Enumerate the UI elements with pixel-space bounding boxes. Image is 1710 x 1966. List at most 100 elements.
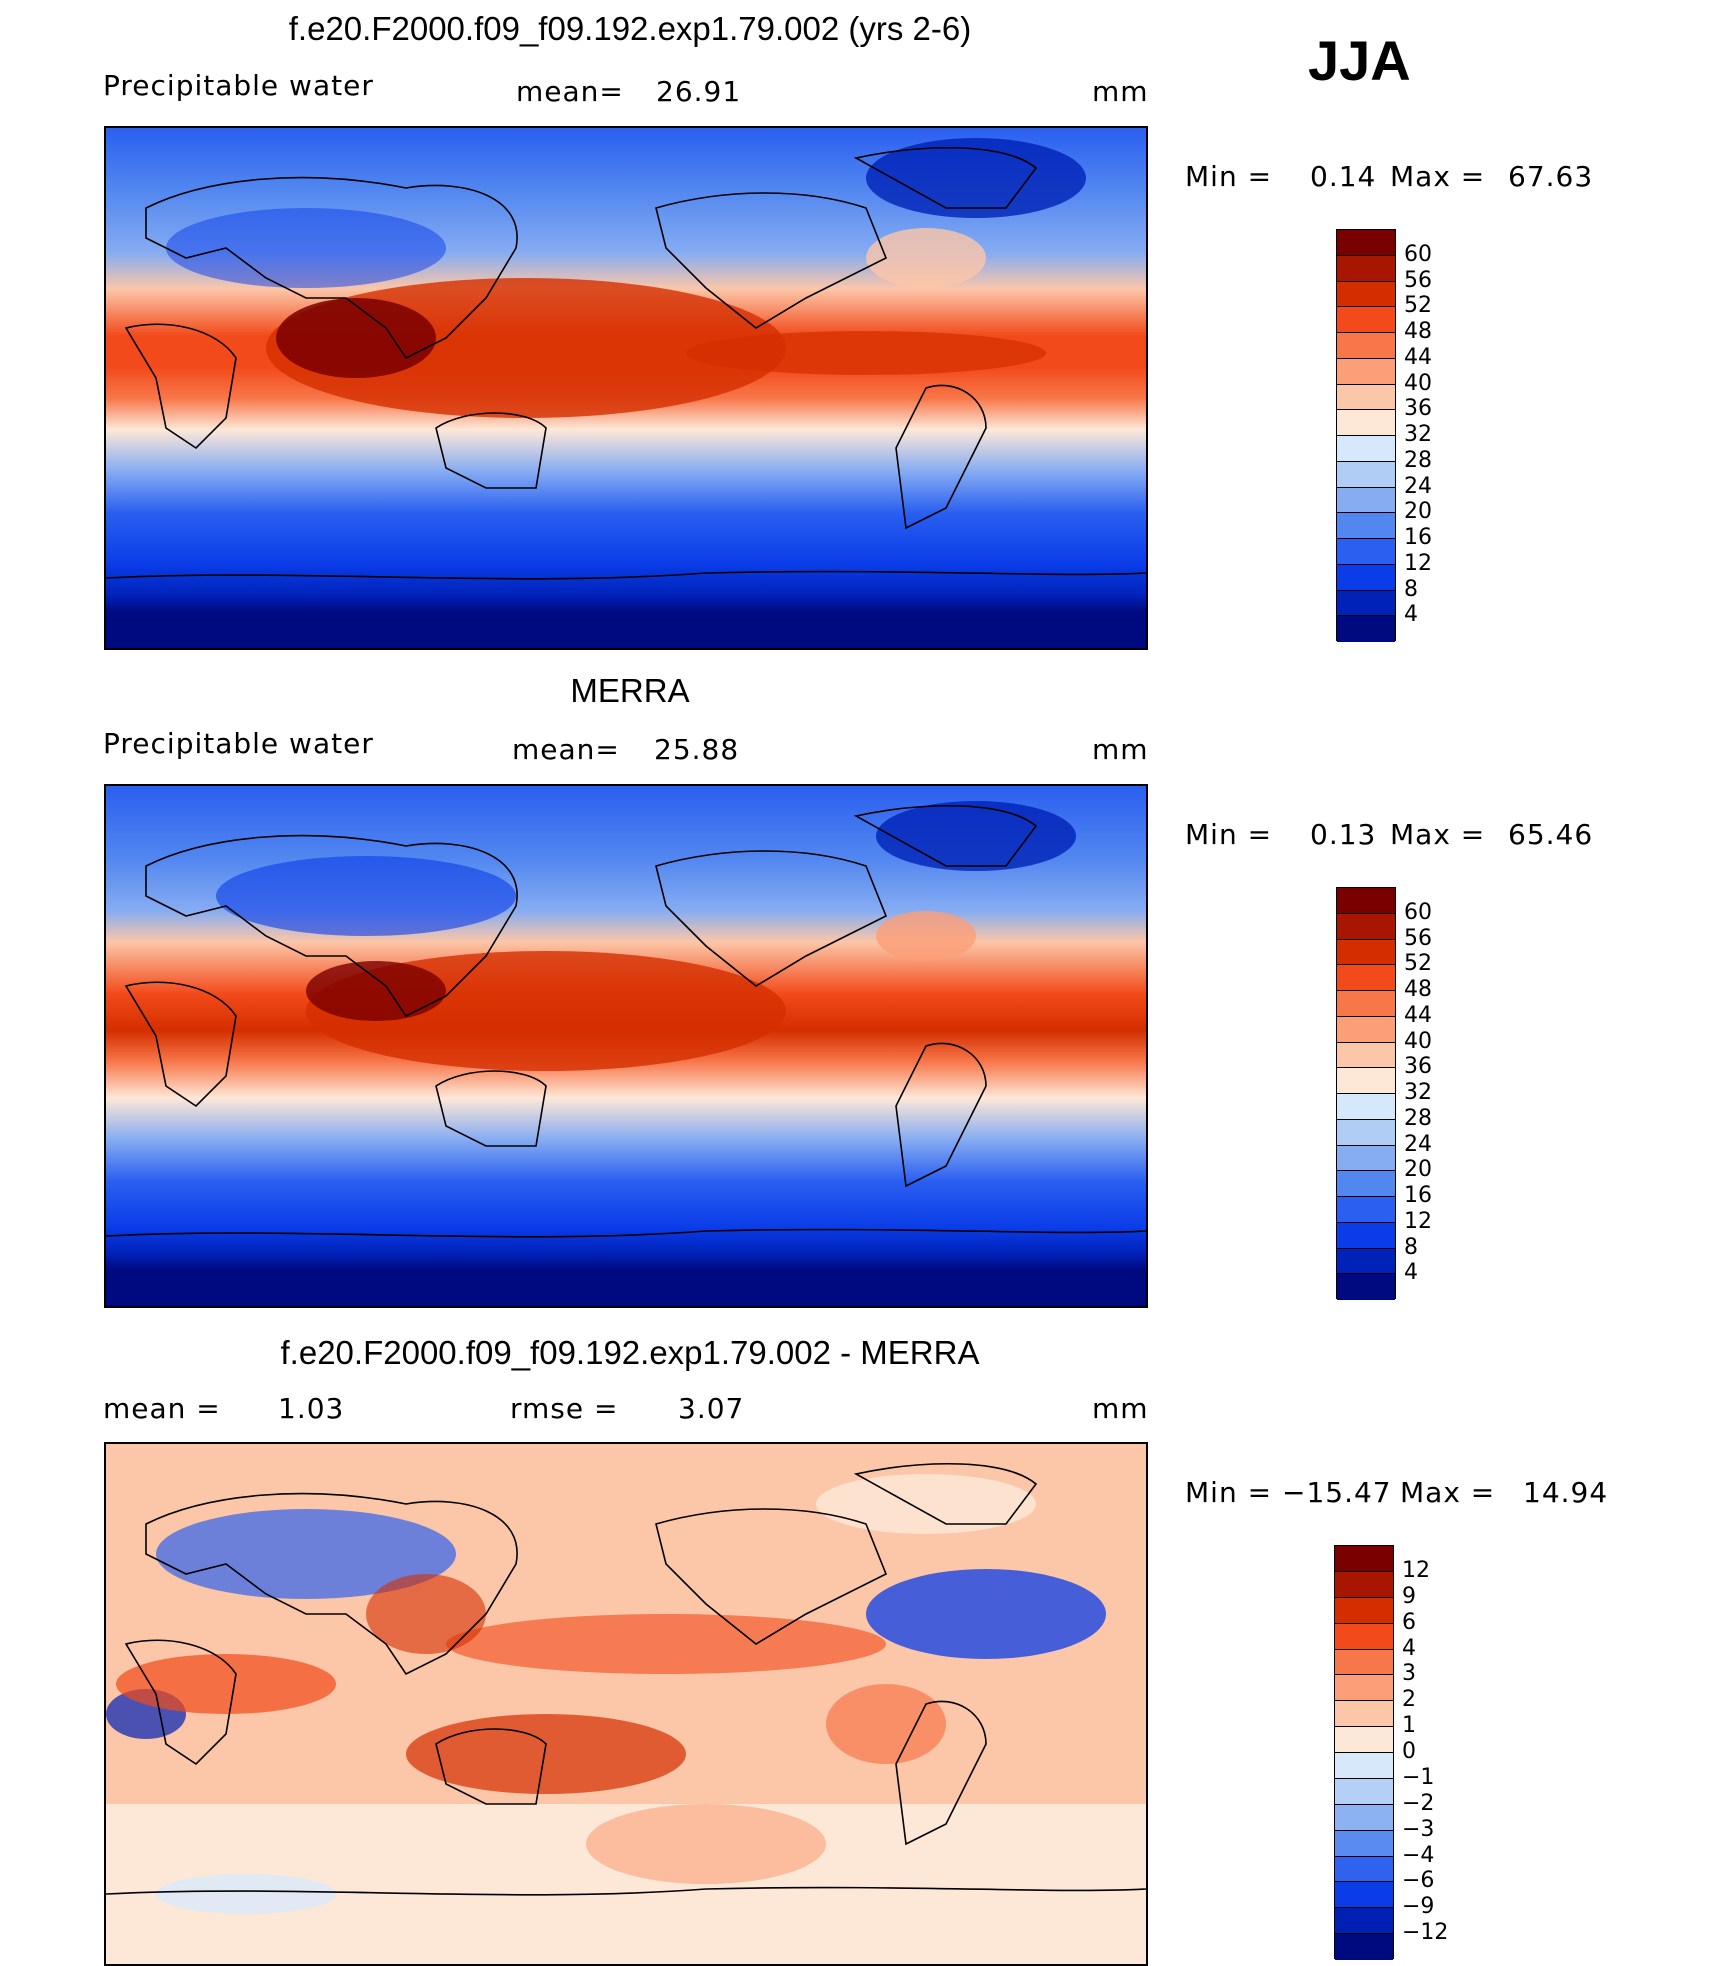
colorbar-swatch: [1337, 384, 1395, 411]
colorbar-tick-label: 1: [1402, 1713, 1416, 1739]
colorbar-swatch: [1335, 1546, 1393, 1572]
colorbar-swatch: [1337, 1016, 1395, 1043]
panel3-colorbar: [1334, 1545, 1394, 1960]
panel3-rmse-value: 3.07: [678, 1392, 745, 1425]
colorbar-swatch: [1337, 1197, 1395, 1223]
colorbar-tick-label: 44: [1404, 344, 1432, 370]
colorbar-swatch: [1337, 939, 1395, 966]
panel3-min-value: −15.47: [1282, 1476, 1392, 1509]
panel1-colorbar: [1336, 229, 1396, 642]
colorbar-tick-label: 4: [1402, 1635, 1416, 1661]
season-label: JJA: [1308, 29, 1411, 92]
colorbar-tick-label: 48: [1404, 977, 1432, 1002]
colorbar-swatch: [1335, 1727, 1393, 1753]
colorbar-tick-label: 24: [1404, 473, 1432, 499]
panel3-mean-label: mean =: [103, 1392, 221, 1425]
colorbar-swatch: [1335, 1597, 1393, 1624]
colorbar-tick-label: −4: [1402, 1842, 1435, 1868]
colorbar-tick-label: 0: [1402, 1739, 1416, 1764]
colorbar-swatch: [1337, 888, 1395, 914]
colorbar-tick-label: 52: [1404, 951, 1432, 977]
colorbar-swatch: [1337, 991, 1395, 1017]
colorbar-swatch: [1337, 333, 1395, 359]
colorbar-tick-label: 8: [1404, 1234, 1418, 1260]
colorbar-swatch: [1337, 1119, 1395, 1146]
panel2-max-label: Max =: [1390, 818, 1486, 851]
panel1-max-value: 67.63: [1508, 160, 1594, 193]
panel3-units: mm: [1092, 1392, 1149, 1425]
colorbar-tick-label: −1: [1402, 1764, 1435, 1790]
colorbar-swatch: [1337, 410, 1395, 436]
colorbar-swatch: [1335, 1649, 1393, 1676]
colorbar-swatch: [1335, 1778, 1393, 1805]
panel3-max-value: 14.94: [1523, 1476, 1609, 1509]
colorbar-tick-label: 60: [1404, 899, 1432, 925]
colorbar-tick-label: 32: [1404, 1080, 1432, 1105]
colorbar-tick-label: 12: [1404, 1208, 1432, 1234]
colorbar-swatch: [1337, 1274, 1395, 1300]
panel3-title: f.e20.F2000.f09_f09.192.exp1.79.002 - ME…: [280, 1334, 980, 1371]
panel2-field-svg: [106, 786, 1146, 1306]
colorbar-swatch: [1337, 1042, 1395, 1069]
colorbar-swatch: [1337, 487, 1395, 514]
panel1-variable-label: Precipitable water: [103, 69, 374, 102]
panel3-rmse-label: rmse =: [510, 1392, 619, 1425]
colorbar-tick-label: 3: [1402, 1661, 1416, 1687]
colorbar-tick-label: 52: [1404, 293, 1432, 319]
colorbar-tick-label: 56: [1404, 267, 1432, 293]
colorbar-swatch: [1335, 1804, 1393, 1831]
colorbar-tick-label: 60: [1404, 241, 1432, 267]
colorbar-tick-label: 2: [1402, 1687, 1416, 1713]
colorbar-swatch: [1337, 965, 1395, 991]
panel3-mean-value: 1.03: [278, 1392, 345, 1425]
colorbar-tick-label: 20: [1404, 1157, 1432, 1183]
colorbar-swatch: [1335, 1908, 1393, 1935]
colorbar-swatch: [1337, 436, 1395, 462]
panel1-field-svg: [106, 128, 1146, 648]
colorbar-tick-label: 12: [1404, 550, 1432, 576]
panel1-map: [104, 126, 1148, 650]
colorbar-swatch: [1337, 539, 1395, 565]
panel3-field-svg: [106, 1444, 1146, 1964]
panel2-units: mm: [1092, 733, 1149, 766]
colorbar-swatch: [1337, 616, 1395, 642]
colorbar-swatch: [1335, 1675, 1393, 1702]
panel2-min-value: 0.13: [1310, 818, 1377, 851]
colorbar-tick-label: −9: [1402, 1894, 1435, 1920]
panel1-min-value: 0.14: [1310, 160, 1377, 193]
colorbar-tick-label: −6: [1402, 1868, 1435, 1894]
colorbar-swatch: [1337, 230, 1395, 256]
panel1-max-label: Max =: [1390, 160, 1486, 193]
panel1-min-label: Min =: [1185, 160, 1273, 193]
colorbar-tick-label: 16: [1404, 525, 1432, 550]
colorbar-tick-label: 40: [1404, 1028, 1432, 1054]
colorbar-tick-label: 48: [1404, 319, 1432, 344]
colorbar-swatch: [1337, 461, 1395, 488]
colorbar-tick-label: 32: [1404, 422, 1432, 447]
colorbar-swatch: [1337, 1094, 1395, 1120]
colorbar-swatch: [1337, 255, 1395, 282]
panel2-max-value: 65.46: [1508, 818, 1594, 851]
colorbar-tick-label: 16: [1404, 1183, 1432, 1208]
panel1-title: f.e20.F2000.f09_f09.192.exp1.79.002 (yrs…: [288, 10, 972, 47]
colorbar-swatch: [1337, 564, 1395, 591]
panel3-map: [104, 1442, 1148, 1966]
colorbar-swatch: [1337, 281, 1395, 308]
colorbar-swatch: [1337, 1068, 1395, 1094]
colorbar-tick-label: 28: [1404, 1105, 1432, 1131]
colorbar-swatch: [1337, 1145, 1395, 1172]
colorbar-tick-label: 36: [1404, 396, 1432, 422]
panel1-mean-value: 26.91: [656, 75, 742, 108]
colorbar-tick-label: −3: [1402, 1816, 1435, 1842]
colorbar-tick-label: 28: [1404, 447, 1432, 473]
colorbar-swatch: [1335, 1571, 1393, 1598]
colorbar-swatch: [1337, 590, 1395, 617]
colorbar-swatch: [1337, 1171, 1395, 1197]
colorbar-swatch: [1335, 1701, 1393, 1728]
colorbar-swatch: [1337, 1248, 1395, 1275]
colorbar-tick-label: 36: [1404, 1054, 1432, 1080]
colorbar-tick-label: 6: [1402, 1609, 1416, 1635]
panel2-colorbar: [1336, 887, 1396, 1300]
colorbar-swatch: [1335, 1830, 1393, 1857]
colorbar-tick-label: 4: [1404, 602, 1418, 628]
